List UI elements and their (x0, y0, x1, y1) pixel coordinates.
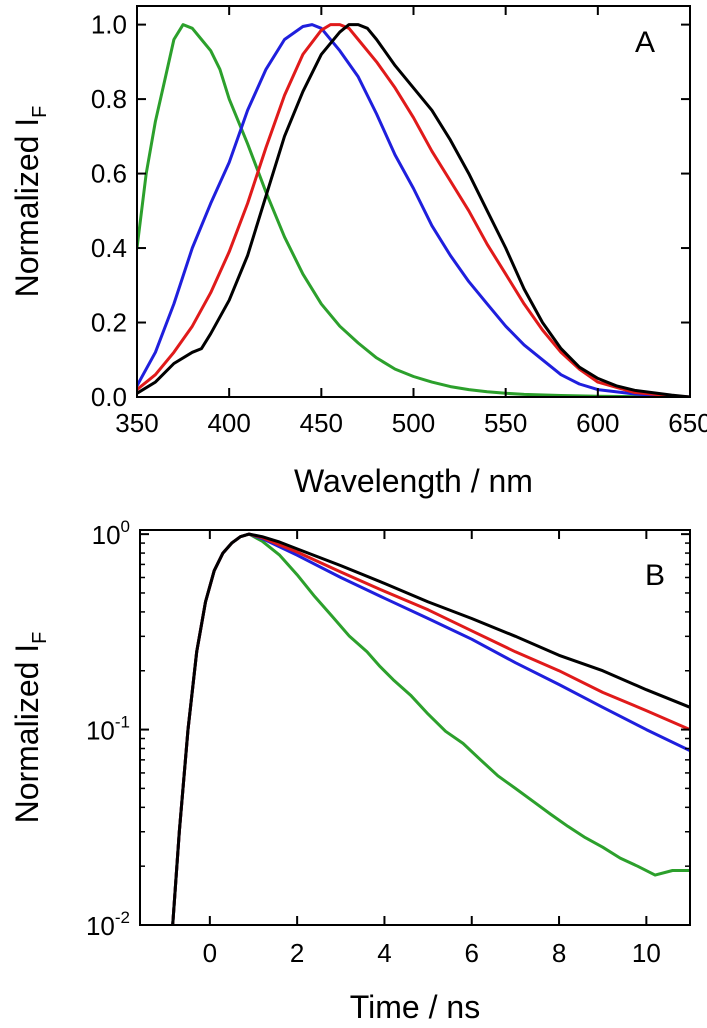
y-tick-label: 0.2 (91, 308, 127, 338)
panel-a-chart: 350 400 450 500 550 600 650 0.0 0.2 0.4 0.6 0.8 1.0 W… (9, 5, 707, 499)
series-line-2 (137, 23, 690, 397)
axes-frame (139, 529, 691, 926)
x-tick-label: 0 (203, 938, 217, 968)
x-axis-title: Time / ns (350, 989, 480, 1025)
y-axis-title: Normalized IF (9, 632, 51, 824)
y-tick-label: 10-2 (86, 908, 130, 941)
x-tick-label: 550 (484, 408, 527, 438)
x-tick-label: 600 (576, 408, 619, 438)
axes-frame (136, 5, 691, 398)
y-tick-label: 10-1 (86, 713, 130, 746)
panel-b-chart: 0 2 4 6 8 10 10-2 10-1 100 Time / ns Normalized IF… (9, 517, 691, 1025)
plot-area (171, 532, 690, 925)
series-line-2 (171, 532, 690, 925)
x-axis-title: Wavelength / nm (294, 463, 533, 499)
x-tick-label: 500 (392, 408, 435, 438)
x-tick-label: 2 (290, 938, 304, 968)
y-tick-label: 0.0 (91, 382, 127, 412)
y-tick-label: 0.8 (91, 84, 127, 114)
y-tick-label: 0.6 (91, 159, 127, 189)
series-line-1 (137, 23, 690, 397)
series-line-4 (137, 23, 690, 397)
plot-area (137, 23, 690, 397)
panel-label: B (645, 559, 665, 592)
y-axis-title: Normalized IF (9, 106, 51, 298)
x-tick-label: 8 (552, 938, 566, 968)
series-line-3 (137, 23, 690, 397)
x-tick-label: 6 (465, 938, 479, 968)
y-tick-label: 1.0 (91, 10, 127, 40)
y-tick-label: 100 (92, 517, 130, 550)
series-line-4 (171, 532, 690, 925)
series-line-3 (171, 532, 690, 925)
y-tick-label: 0.4 (91, 233, 127, 263)
panel-label: A (635, 26, 655, 59)
x-tick-label: 10 (632, 938, 661, 968)
x-tick-label: 350 (115, 408, 158, 438)
x-tick-label: 400 (207, 408, 250, 438)
x-tick-label: 450 (300, 408, 343, 438)
x-tick-label: 4 (377, 938, 391, 968)
series-line-1 (171, 532, 690, 925)
x-tick-label: 650 (668, 408, 707, 438)
